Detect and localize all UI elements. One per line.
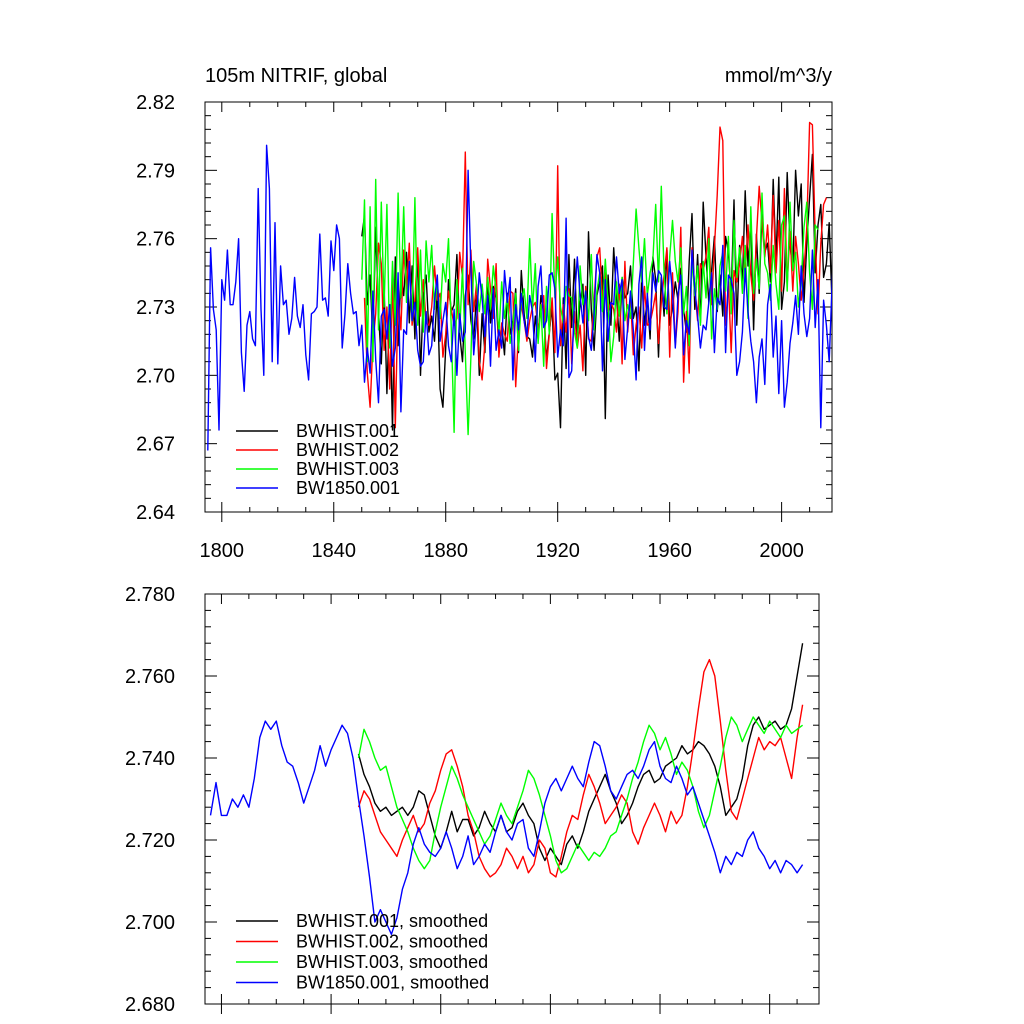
y-tick-label: 2.740	[125, 748, 175, 770]
y-tick-label: 2.76	[136, 229, 175, 251]
series-group	[209, 643, 804, 935]
legend-label: BW1850.001, smoothed	[296, 973, 489, 993]
legend-label: BW1850.001	[296, 478, 400, 498]
plot-frame	[204, 593, 820, 1005]
series-line	[357, 658, 804, 878]
legend-label: BWHIST.002	[296, 440, 399, 460]
legend-label: BWHIST.002, smoothed	[296, 932, 488, 952]
series-line	[207, 144, 832, 451]
y-tick-label: 2.64	[136, 502, 175, 524]
x-tick-label: 1800	[200, 540, 245, 562]
y-tick-label: 2.82	[136, 92, 175, 114]
series-line	[361, 178, 819, 436]
y-tick-label: 2.720	[125, 830, 175, 852]
legend-label: BWHIST.003, smoothed	[296, 952, 488, 972]
legend-label: BWHIST.001, smoothed	[296, 911, 488, 931]
y-tick-label: 2.70	[136, 365, 175, 387]
x-tick-label: 2000	[759, 540, 804, 562]
y-tick-label: 2.73	[136, 297, 175, 319]
y-tick-label: 2.67	[136, 434, 175, 456]
legend-label: BWHIST.001	[296, 421, 399, 441]
series-line	[357, 643, 804, 866]
y-tick-label: 2.780	[125, 584, 175, 606]
y-tick-label: 2.680	[125, 994, 175, 1016]
y-tick-label: 2.760	[125, 666, 175, 688]
top-panel: 1800 1840 1880 1920 1960 2000 2.64 2.67 2.70 2.73…	[136, 92, 833, 562]
plot-title: 105m NITRIF, global	[205, 65, 387, 87]
y-tick-label: 2.700	[125, 912, 175, 934]
legend-label: BWHIST.003	[296, 459, 399, 479]
series-group	[207, 121, 832, 451]
x-tick-label: 1960	[647, 540, 692, 562]
series-line	[209, 720, 804, 935]
x-tick-label: 1920	[535, 540, 580, 562]
bottom-panel: 2.680 2.700 2.720 2.740 2.760 2.780 BWHIST.001…	[125, 584, 820, 1016]
x-tick-label: 1880	[423, 540, 468, 562]
units-label: mmol/m^3/y	[725, 65, 832, 87]
y-tick-label: 2.79	[136, 160, 175, 182]
x-tick-label: 1840	[312, 540, 357, 562]
series-line	[357, 716, 804, 874]
